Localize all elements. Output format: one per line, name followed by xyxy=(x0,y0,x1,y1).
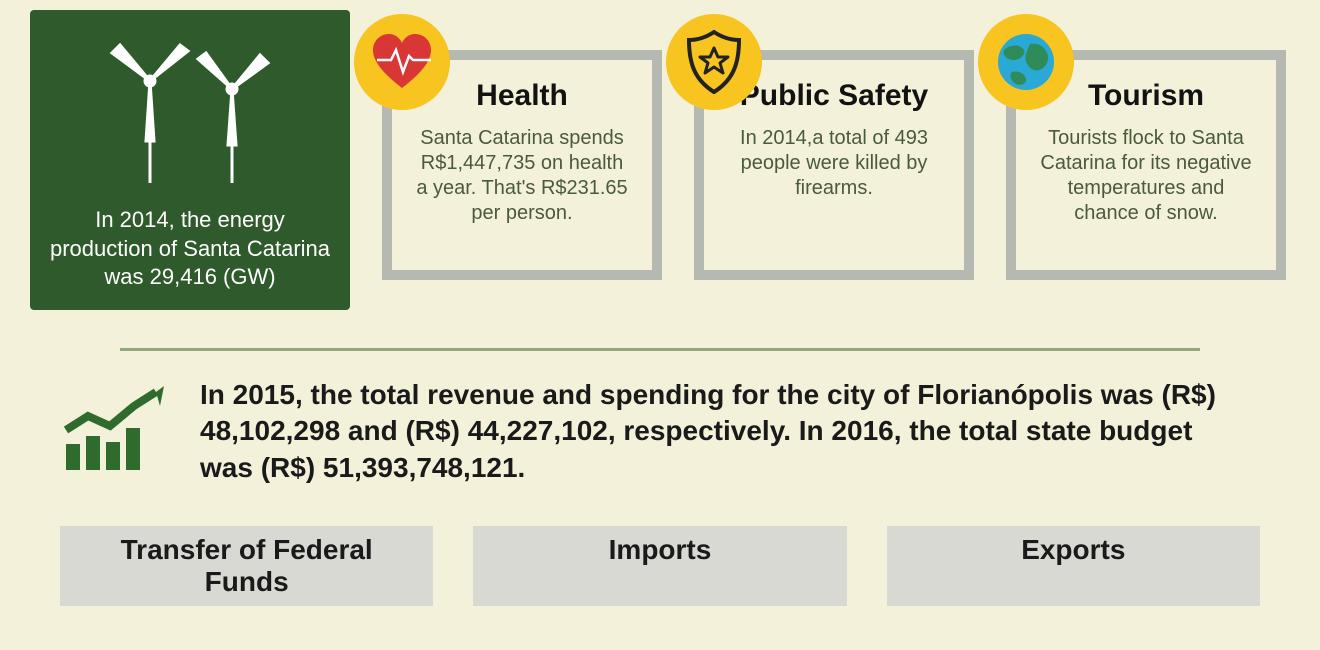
imports-box: Imports xyxy=(473,526,846,606)
federal-funds-box: Transfer of Federal Funds xyxy=(60,526,433,606)
imports-title: Imports xyxy=(493,534,826,566)
health-title: Health xyxy=(414,80,630,112)
public-safety-card: Public Safety In 2014,a total of 493 peo… xyxy=(694,50,974,280)
growth-chart-icon xyxy=(60,386,170,477)
shield-icon xyxy=(666,14,762,110)
heart-icon xyxy=(354,14,450,110)
tourism-body: Tourists flock to Santa Catarina for its… xyxy=(1038,126,1254,226)
bottom-section-row: Transfer of Federal Funds Imports Export… xyxy=(0,486,1320,606)
energy-text: In 2014, the energy production of Santa … xyxy=(48,206,332,292)
revenue-row: In 2015, the total revenue and spending … xyxy=(0,377,1320,486)
tourism-title: Tourism xyxy=(1038,80,1254,112)
section-divider xyxy=(120,348,1200,351)
exports-box: Exports xyxy=(887,526,1260,606)
exports-title: Exports xyxy=(907,534,1240,566)
federal-funds-title: Transfer of Federal Funds xyxy=(80,534,413,598)
health-card: Health Santa Catarina spends R$1,447,735… xyxy=(382,50,662,280)
globe-icon xyxy=(978,14,1074,110)
health-body: Santa Catarina spends R$1,447,735 on hea… xyxy=(414,126,630,226)
public-safety-body: In 2014,a total of 493 people were kille… xyxy=(726,126,942,201)
energy-production-box: In 2014, the energy production of Santa … xyxy=(30,10,350,310)
revenue-text: In 2015, the total revenue and spending … xyxy=(200,377,1250,486)
public-safety-title: Public Safety xyxy=(726,80,942,112)
wind-turbines-icon xyxy=(90,23,290,188)
tourism-card: Tourism Tourists flock to Santa Catarina… xyxy=(1006,50,1286,280)
